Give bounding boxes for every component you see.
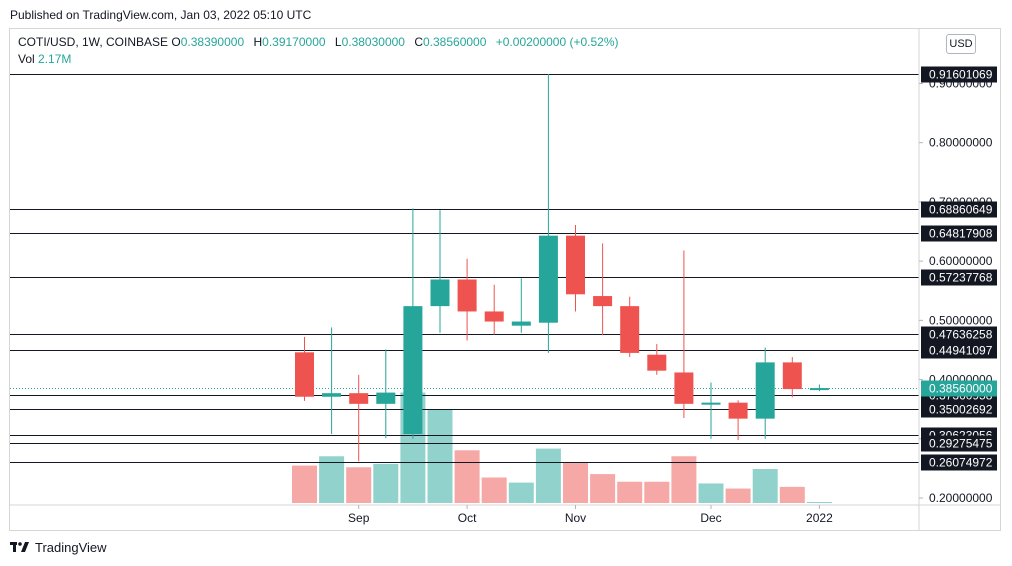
ohlc-legend: COTI/USD, 1W, COINBASE O0.38390000 H0.39… xyxy=(18,35,625,49)
volume-bar xyxy=(535,448,561,503)
price-level-label: 0.44941097 xyxy=(929,344,993,358)
candle-body xyxy=(782,362,802,390)
time-tick-label: Oct xyxy=(458,511,477,525)
candle-body xyxy=(647,354,667,371)
price-level-badge xyxy=(921,401,997,418)
time-tick-label: Nov xyxy=(565,511,586,525)
price-level-label: 0.47636258 xyxy=(929,328,993,342)
price-level-badge xyxy=(921,269,997,286)
volume-bar xyxy=(779,486,805,503)
volume-bar xyxy=(617,481,643,503)
price-level-label: 0.57237768 xyxy=(929,271,993,285)
high-value: 0.39170000 xyxy=(262,35,326,49)
volume-bar xyxy=(454,450,480,503)
volume-bar xyxy=(427,409,453,503)
candles-layer xyxy=(295,74,829,462)
close-value: 0.38560000 xyxy=(423,35,487,49)
volume-bar xyxy=(671,456,697,503)
volume-bar xyxy=(590,474,616,503)
open-label: O xyxy=(171,35,181,49)
price-tick-label: 0.60000000 xyxy=(929,254,993,268)
candle-body xyxy=(728,402,748,419)
low-value: 0.38030000 xyxy=(341,35,405,49)
last-price-badge xyxy=(921,380,997,397)
candle-body xyxy=(295,352,314,397)
price-tick-label: 0.50000000 xyxy=(929,313,993,327)
price-level-badge xyxy=(921,342,997,359)
price-tick-label: 0.80000000 xyxy=(929,136,993,150)
volume-layer xyxy=(292,392,832,503)
price-level-badge xyxy=(921,225,997,242)
last-price-label: 0.38560000 xyxy=(929,382,993,396)
candle-body xyxy=(322,393,342,397)
candle-body xyxy=(620,306,640,353)
price-level-badge xyxy=(921,435,997,452)
volume-bar xyxy=(373,463,399,503)
change-value: +0.00200000 (+0.52%) xyxy=(495,35,619,49)
volume-bar xyxy=(563,463,588,503)
price-level-label: 0.29275475 xyxy=(929,437,993,451)
candle-body xyxy=(403,306,423,435)
time-axis: Sep Oct Nov Dec 2022 xyxy=(10,504,1000,525)
price-level-label: 0.91601069 xyxy=(929,68,993,82)
volume-bar xyxy=(508,482,534,503)
candle-body xyxy=(511,321,531,326)
open-value: 0.38390000 xyxy=(180,35,245,49)
tradingview-brand: TradingView xyxy=(35,540,107,555)
symbol-label[interactable]: COTI/USD, 1W, COINBASE xyxy=(18,35,169,49)
volume-legend: Vol 2.17M xyxy=(18,52,71,66)
low-label: L xyxy=(334,35,342,49)
tradingview-footer[interactable]: TradingView xyxy=(10,540,107,555)
currency-button[interactable]: USD xyxy=(946,34,976,54)
chart-frame xyxy=(9,28,1001,531)
time-tick-label: 2022 xyxy=(806,511,833,525)
candle-body xyxy=(674,372,694,404)
candle-body xyxy=(538,235,558,323)
price-level-label: 0.64817908 xyxy=(929,227,993,241)
volume-bar xyxy=(292,465,317,503)
price-tick-label: 0.20000000 xyxy=(929,491,993,505)
candle-body xyxy=(457,279,477,312)
candle-body xyxy=(349,393,369,404)
candle-body xyxy=(755,362,775,419)
price-level-badge xyxy=(921,201,997,218)
candle-body xyxy=(484,311,504,322)
price-level-label: 0.26074972 xyxy=(929,456,993,470)
price-level-badge xyxy=(921,326,997,343)
high-label: H xyxy=(253,35,263,49)
candle-body xyxy=(430,279,450,307)
candle-body xyxy=(701,402,721,405)
price-level-label: 0.35002692 xyxy=(929,403,993,417)
volume-bar xyxy=(346,467,372,503)
volume-bar xyxy=(644,481,670,503)
volume-value: 2.17M xyxy=(38,52,72,66)
published-header: Published on TradingView.com, Jan 03, 20… xyxy=(10,8,312,22)
price-level-label: 0.68860649 xyxy=(929,203,993,217)
price-level-badge xyxy=(921,454,997,471)
time-tick-label: Dec xyxy=(700,511,721,525)
candle-body xyxy=(593,296,613,307)
volume-bar xyxy=(752,469,778,503)
time-tick-label: Sep xyxy=(348,511,370,525)
volume-bar xyxy=(806,502,832,503)
volume-bar xyxy=(319,456,345,503)
volume-label: Vol xyxy=(18,52,35,66)
price-labels-layer: 0.91601069 0.68860649 0.64817908 0.57237768… xyxy=(921,66,997,471)
close-label: C xyxy=(414,35,423,49)
horizontal-lines-layer xyxy=(10,74,919,463)
candle-body xyxy=(809,388,829,391)
volume-bar xyxy=(698,483,724,503)
volume-bar xyxy=(481,477,507,503)
candle-body xyxy=(566,235,585,295)
price-level-badge xyxy=(921,66,997,83)
candle-body xyxy=(376,392,396,404)
volume-bar xyxy=(725,488,751,503)
tradingview-logo-icon xyxy=(10,541,29,552)
